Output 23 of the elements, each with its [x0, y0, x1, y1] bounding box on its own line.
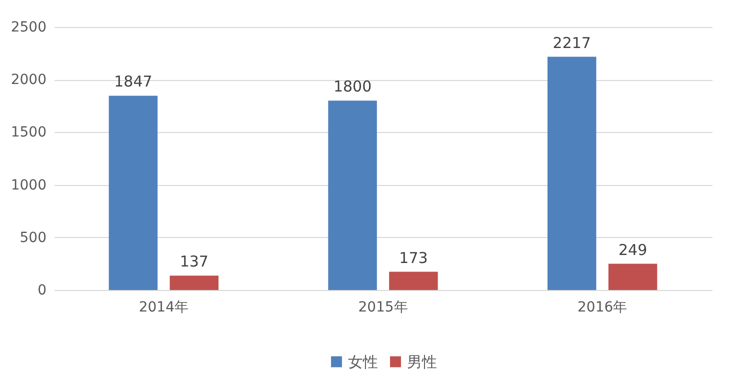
y-tick-label: 500: [20, 230, 46, 246]
data-label: 1800: [333, 78, 372, 96]
x-tick-label: 2016年: [578, 300, 628, 316]
y-tick-label: 2000: [10, 72, 46, 88]
bar: [328, 100, 377, 290]
y-tick-label: 1000: [10, 177, 46, 194]
bar: [170, 276, 218, 290]
data-label: 173: [399, 248, 428, 267]
x-tick-label: 2014年: [138, 300, 188, 316]
y-tick-label: 1500: [10, 124, 46, 141]
bar: [389, 272, 438, 290]
bar: [548, 56, 596, 290]
bar: [108, 96, 158, 290]
x-tick-label: 2015年: [358, 300, 408, 316]
y-tick-label: 2500: [10, 20, 46, 36]
data-label: 249: [618, 240, 648, 259]
data-label: 137: [180, 252, 208, 271]
bar: [608, 264, 658, 290]
data-label: 1847: [114, 72, 152, 91]
data-label: 2217: [552, 34, 591, 52]
y-tick-label: 0: [38, 282, 46, 298]
legend-label: 女性: [348, 352, 378, 371]
legend-label: 男性: [407, 352, 437, 371]
